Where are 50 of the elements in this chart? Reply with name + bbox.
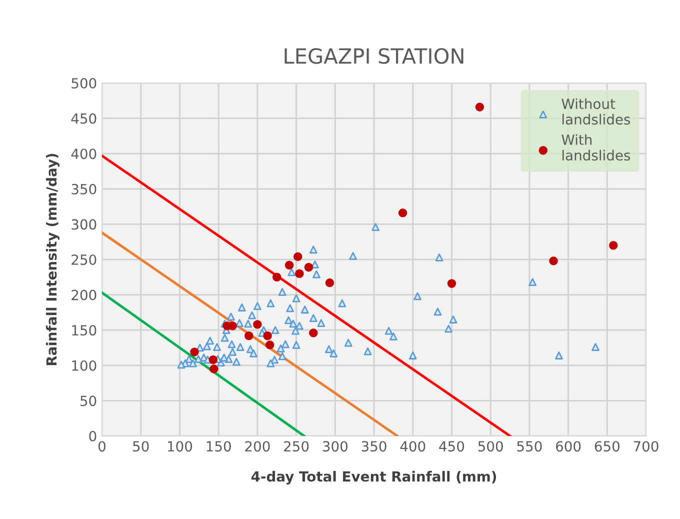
- x-tick-label: 300: [322, 441, 348, 452]
- point: [549, 256, 558, 266]
- chart-title: LEGAZPI STATION: [284, 48, 464, 64]
- y-tick-label: 0: [89, 430, 96, 442]
- y-tick-label: 100: [72, 360, 96, 371]
- point: [608, 241, 618, 250]
- point: [210, 364, 218, 374]
- point: [244, 331, 254, 340]
- legend-label: With landslides: [562, 134, 630, 161]
- y-tick-label: 350: [72, 184, 96, 194]
- x-tick-label: 550: [517, 441, 542, 452]
- point: [284, 260, 294, 270]
- x-tick-label: 150: [206, 441, 231, 452]
- x-axis-title: 4-day Total Event Rainfall (mm): [251, 470, 496, 484]
- point: [325, 278, 334, 288]
- point: [295, 269, 304, 278]
- y-tick-label: 50: [80, 396, 96, 406]
- y-tick-label: 200: [72, 290, 96, 300]
- point: [475, 102, 484, 112]
- point: [293, 252, 302, 262]
- x-tick-label: 100: [168, 441, 192, 452]
- y-axis-title: Rainfall Intensity (mm/day): [46, 154, 60, 366]
- y-tick-label: 450: [71, 113, 96, 124]
- point: [309, 328, 318, 338]
- x-tick-label: 650: [594, 441, 620, 452]
- point: [304, 262, 314, 272]
- point: [447, 279, 456, 288]
- y-tick-label: 150: [72, 325, 96, 336]
- y-tick-label: 300: [72, 219, 96, 230]
- x-tick-label: 500: [478, 441, 503, 452]
- y-tick-label: 500: [72, 78, 96, 89]
- x-tick-label: 200: [245, 441, 270, 452]
- point: [253, 320, 262, 329]
- point: [263, 331, 272, 340]
- legend-label: Without landslides: [562, 98, 630, 125]
- x-tick-label: 0: [98, 441, 106, 452]
- point: [398, 208, 408, 218]
- x-tick-label: 450: [439, 441, 464, 452]
- x-tick-label: 700: [634, 441, 658, 452]
- y-tick-label: 250: [72, 254, 96, 265]
- x-tick-label: 250: [284, 441, 309, 452]
- x-tick-label: 600: [556, 441, 581, 452]
- point: [190, 348, 199, 356]
- x-tick-label: 400: [400, 441, 426, 452]
- point: [208, 355, 218, 364]
- x-tick-label: 50: [133, 441, 149, 452]
- point: [265, 340, 274, 350]
- point: [272, 272, 282, 282]
- y-tick-label: 400: [71, 148, 96, 160]
- x-tick-label: 350: [362, 441, 386, 452]
